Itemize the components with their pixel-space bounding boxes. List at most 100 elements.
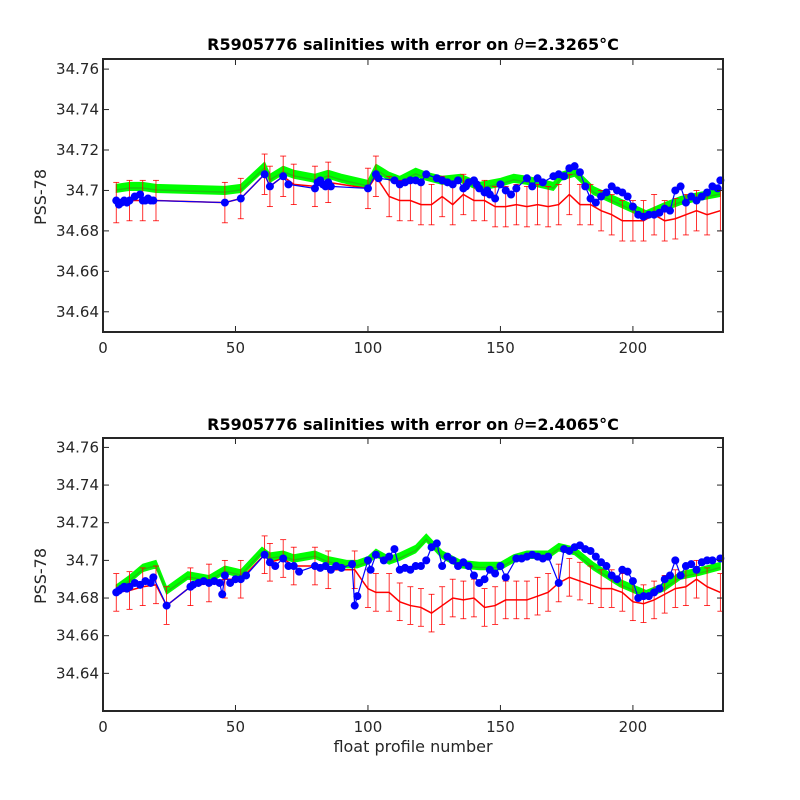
calibrated-salinity-point bbox=[602, 562, 611, 571]
calibrated-salinity-point bbox=[279, 172, 288, 181]
calibrated-salinity-point bbox=[676, 571, 685, 580]
calibrated-salinity-point bbox=[438, 562, 447, 571]
calibrated-salinity-point bbox=[623, 192, 632, 201]
calibrated-salinity-point bbox=[348, 560, 357, 569]
x-tick-label: 50 bbox=[226, 718, 245, 736]
y-tick-label: 34.66 bbox=[56, 627, 99, 645]
calibrated-salinity-point bbox=[512, 184, 521, 193]
y-tick-label: 34.76 bbox=[56, 60, 99, 78]
calibrated-salinity-point bbox=[496, 180, 505, 189]
calibrated-salinity-point bbox=[366, 565, 375, 574]
calibrated-salinity-point bbox=[454, 176, 463, 185]
y-axis-label-bottom: PSS-78 bbox=[31, 548, 50, 604]
calibrated-salinity-point bbox=[581, 182, 590, 191]
calibrated-salinity-point bbox=[448, 556, 457, 565]
calibrated-salinity-point bbox=[628, 202, 637, 211]
plot-background bbox=[103, 59, 723, 332]
calibrated-salinity-point bbox=[279, 554, 288, 563]
x-tick-label: 200 bbox=[619, 339, 648, 357]
calibrated-salinity-point bbox=[218, 590, 227, 599]
x-tick-label: 0 bbox=[98, 339, 108, 357]
calibrated-salinity-point bbox=[363, 556, 372, 565]
calibrated-salinity-point bbox=[162, 601, 171, 610]
calibrated-salinity-point bbox=[265, 182, 274, 191]
calibrated-salinity-point bbox=[538, 178, 547, 187]
chart-panel-top: R5905776 salinities with error on θ=2.32… bbox=[31, 35, 725, 357]
calibrated-salinity-point bbox=[220, 571, 229, 580]
calibrated-salinity-point bbox=[390, 545, 399, 554]
calibrated-salinity-point bbox=[326, 182, 335, 191]
title-unit-top: °C bbox=[599, 35, 619, 54]
y-tick-label: 34.64 bbox=[56, 664, 99, 682]
calibrated-salinity-point bbox=[713, 184, 722, 193]
axes-frame bbox=[102, 58, 724, 333]
calibrated-salinity-point bbox=[284, 180, 293, 189]
calibrated-salinity-point bbox=[215, 578, 224, 587]
calibrated-salinity-point bbox=[260, 550, 269, 559]
calibrated-salinity-point bbox=[692, 565, 701, 574]
calibrated-salinity-point bbox=[496, 562, 505, 571]
title-theta-top: θ bbox=[514, 35, 524, 54]
calibrated-salinity-point bbox=[416, 562, 425, 571]
x-tick-label: 100 bbox=[354, 718, 383, 736]
calibrated-salinity-point bbox=[586, 546, 595, 555]
title-prefix-bottom: R5905776 salinities with error on bbox=[207, 415, 514, 434]
calibrated-salinity-point bbox=[687, 560, 696, 569]
x-tick-label: 50 bbox=[226, 339, 245, 357]
calibrated-salinity-point bbox=[469, 571, 478, 580]
calibrated-salinity-point bbox=[491, 569, 500, 578]
calibrated-salinity-point bbox=[480, 575, 489, 584]
x-tick-label: 100 bbox=[354, 339, 383, 357]
calibrated-salinity-point bbox=[350, 601, 359, 610]
calibrated-salinity-point bbox=[371, 550, 380, 559]
calibrated-salinity-point bbox=[666, 571, 675, 580]
calibrated-salinity-point bbox=[522, 174, 531, 183]
y-tick-label: 34.72 bbox=[56, 514, 99, 532]
calibrated-salinity-point bbox=[242, 571, 251, 580]
calibrated-salinity-point bbox=[260, 170, 269, 179]
calibrated-salinity-point bbox=[681, 198, 690, 207]
y-tick-label: 34.68 bbox=[56, 222, 99, 240]
y-tick-label: 34.74 bbox=[56, 476, 99, 494]
y-tick-label: 34.74 bbox=[56, 101, 99, 119]
calibrated-salinity-point bbox=[554, 578, 563, 587]
y-tick-label: 34.7 bbox=[66, 181, 99, 199]
chart-title-bottom: R5905776 salinities with error on θ=2.40… bbox=[207, 415, 619, 434]
calibrated-salinity-point bbox=[708, 556, 717, 565]
x-tick-label: 0 bbox=[98, 718, 108, 736]
calibrated-salinity-point bbox=[416, 178, 425, 187]
calibrated-salinity-point bbox=[422, 170, 431, 179]
y-axis-label-top: PSS-78 bbox=[31, 169, 50, 225]
calibrated-salinity-point bbox=[623, 567, 632, 576]
y-tick-label: 34.76 bbox=[56, 438, 99, 456]
calibrated-salinity-point bbox=[491, 194, 500, 203]
calibrated-salinity-point bbox=[220, 198, 229, 207]
calibrated-salinity-point bbox=[613, 575, 622, 584]
title-value-top: =2.3265 bbox=[524, 35, 599, 54]
y-tick-label: 34.66 bbox=[56, 262, 99, 280]
calibrated-salinity-point bbox=[560, 172, 569, 181]
calibrated-salinity-point bbox=[575, 168, 584, 177]
calibrated-salinity-point bbox=[422, 556, 431, 565]
calibrated-salinity-point bbox=[353, 592, 362, 601]
chart-panel-bottom: R5905776 salinities with error on θ=2.40… bbox=[31, 415, 725, 756]
calibrated-salinity-point bbox=[507, 190, 516, 199]
title-unit-bottom: °C bbox=[599, 415, 619, 434]
chart-title-top: R5905776 salinities with error on θ=2.32… bbox=[207, 35, 619, 54]
y-tick-label: 34.64 bbox=[56, 303, 99, 321]
title-value-bottom: =2.4065 bbox=[524, 415, 599, 434]
calibrated-salinity-point bbox=[374, 174, 383, 183]
calibrated-salinity-point bbox=[149, 573, 158, 582]
plot-area-bottom: 0 50 100 150 200 34.64 34.66 34.68 34.7 34.72 34.7… bbox=[56, 437, 725, 736]
calibrated-salinity-point bbox=[385, 552, 394, 561]
x-tick-label: 200 bbox=[619, 718, 648, 736]
calibrated-salinity-point bbox=[591, 198, 600, 207]
calibrated-salinity-point bbox=[703, 188, 712, 197]
plot-area-top: 0 50 100 150 200 34.64 34.66 34.68 34.7 34.72 34.7… bbox=[56, 58, 725, 357]
x-tick-label: 150 bbox=[486, 718, 515, 736]
calibrated-salinity-point bbox=[676, 182, 685, 191]
calibrated-salinity-point bbox=[363, 184, 372, 193]
calibrated-salinity-point bbox=[149, 196, 158, 205]
calibrated-salinity-point bbox=[236, 194, 245, 203]
